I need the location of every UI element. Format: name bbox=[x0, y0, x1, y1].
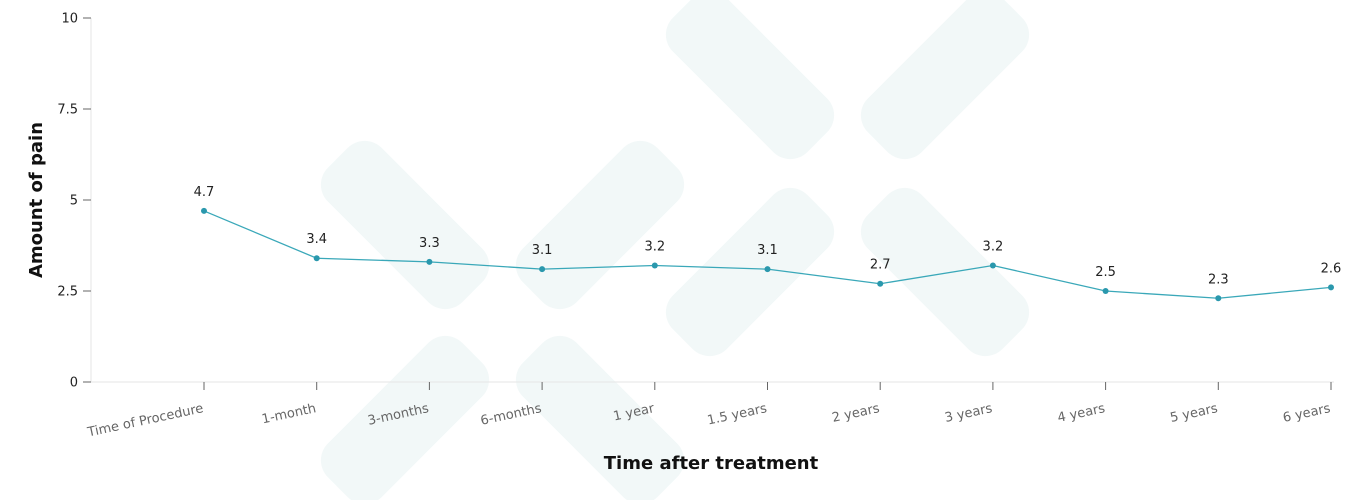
y-tick-label: 2.5 bbox=[57, 285, 78, 300]
watermark-cross-icon bbox=[320, 0, 1030, 500]
data-point[interactable] bbox=[1215, 295, 1222, 302]
watermark-bar bbox=[665, 0, 835, 160]
x-tick-label: 1-month bbox=[260, 401, 317, 427]
data-label: 3.1 bbox=[757, 243, 778, 258]
watermark-bar bbox=[515, 140, 685, 310]
x-tick-label: 6 years bbox=[1282, 401, 1332, 426]
data-point[interactable] bbox=[877, 280, 884, 287]
y-tick-label: 5 bbox=[70, 194, 78, 209]
y-tick-label: 0 bbox=[70, 376, 78, 391]
data-labels: 4.7 3.4 3.3 3.1 3.2 3.1 2.7 3.2 2.5 2.3 2.6 bbox=[194, 185, 1342, 287]
watermark-bar bbox=[320, 335, 490, 500]
x-axis-ticks: Time of Procedure 1-month 3-months 6-months… bbox=[85, 382, 1332, 441]
data-label: 2.7 bbox=[870, 258, 891, 273]
y-tick-label: 10 bbox=[61, 12, 78, 27]
x-tick-label: 6-months bbox=[479, 401, 543, 429]
data-point[interactable] bbox=[651, 262, 658, 269]
x-tick-label: 5 years bbox=[1169, 401, 1219, 426]
watermark-bar bbox=[515, 335, 685, 500]
data-point[interactable] bbox=[426, 258, 433, 265]
data-label: 2.6 bbox=[1321, 261, 1342, 276]
x-tick-label: 4 years bbox=[1056, 401, 1106, 426]
x-tick-label: 1.5 years bbox=[706, 401, 769, 428]
y-tick-label: 7.5 bbox=[57, 103, 78, 118]
y-axis-title: Amount of pain bbox=[26, 122, 47, 278]
watermark-bar bbox=[665, 187, 835, 357]
x-axis-title: Time after treatment bbox=[604, 453, 819, 474]
x-tick-label: Time of Procedure bbox=[85, 401, 204, 440]
data-point[interactable] bbox=[201, 207, 207, 214]
data-point[interactable] bbox=[989, 262, 996, 269]
data-label: 2.5 bbox=[1095, 265, 1116, 280]
watermark-bar bbox=[320, 140, 490, 310]
data-point[interactable] bbox=[313, 255, 320, 262]
x-tick-label: 3 years bbox=[943, 401, 993, 426]
x-tick-label: 2 years bbox=[831, 401, 881, 426]
watermark-bar bbox=[860, 187, 1030, 357]
data-points bbox=[201, 207, 1334, 302]
data-label: 3.1 bbox=[532, 243, 553, 258]
data-point[interactable] bbox=[1328, 284, 1334, 291]
data-label: 4.7 bbox=[194, 185, 215, 200]
data-label: 3.2 bbox=[644, 240, 665, 255]
data-point[interactable] bbox=[764, 266, 771, 273]
data-label: 2.3 bbox=[1208, 272, 1229, 287]
data-label: 3.4 bbox=[306, 232, 327, 247]
data-label: 3.2 bbox=[983, 240, 1004, 255]
data-point[interactable] bbox=[539, 266, 546, 273]
y-axis-ticks: 0 2.5 5 7.5 10 bbox=[57, 12, 91, 391]
watermark-bar bbox=[860, 0, 1030, 160]
data-label: 3.3 bbox=[419, 236, 440, 251]
data-point[interactable] bbox=[1102, 288, 1109, 294]
